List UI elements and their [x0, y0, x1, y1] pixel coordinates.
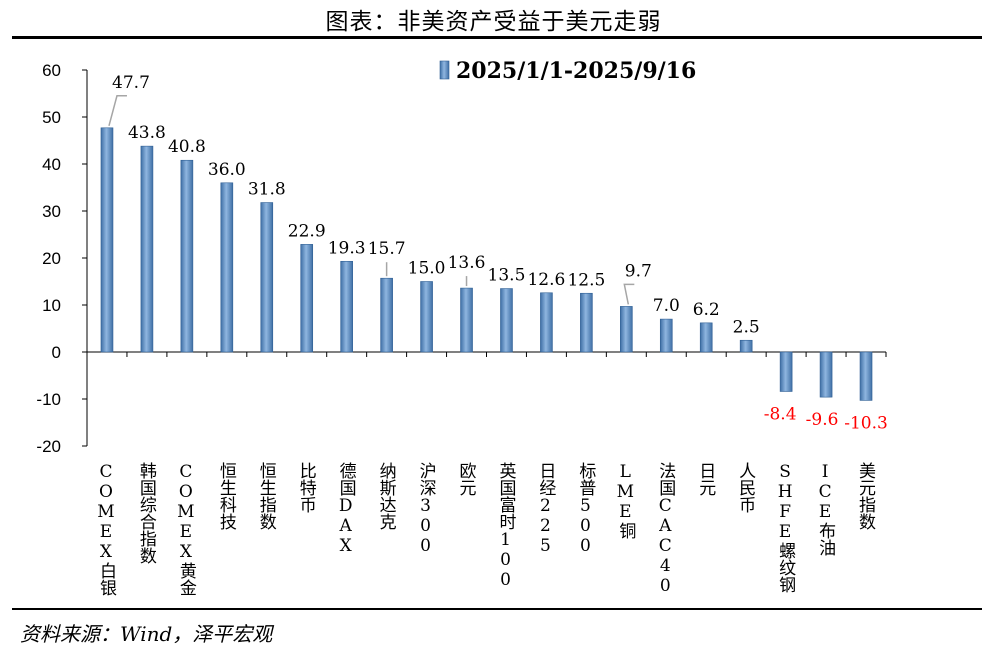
- bar: [460, 287, 473, 353]
- category-label: SHFE螺纹钢: [775, 462, 796, 593]
- bar: [300, 244, 314, 353]
- bar: [580, 292, 593, 353]
- category-label: 法国CAC40: [655, 462, 676, 596]
- bar: [500, 288, 513, 353]
- bar: [739, 339, 753, 353]
- data-label: 19.3: [328, 238, 366, 258]
- category-label: COMEX白银: [96, 462, 117, 596]
- source-note: 资料来源：Wind，泽平宏观: [20, 622, 273, 646]
- y-tick-label: 10: [42, 296, 61, 315]
- category-label: 比特币: [296, 462, 317, 513]
- data-label: 13.6: [448, 253, 486, 273]
- category-label: LME铜: [615, 462, 636, 540]
- data-label: 6.2: [693, 300, 720, 320]
- data-label: 9.7: [625, 261, 652, 281]
- data-label: -10.3: [844, 413, 888, 433]
- data-label: 22.9: [288, 221, 326, 241]
- category-label: ICE布油: [815, 462, 836, 556]
- category-label: 沪深300: [416, 462, 437, 556]
- data-label: 15.7: [368, 239, 406, 259]
- y-tick-label: -10: [36, 390, 61, 409]
- bar: [180, 159, 194, 353]
- category-label: 德国DAX: [336, 462, 357, 556]
- bar: [380, 277, 393, 353]
- data-label: -9.6: [806, 410, 839, 430]
- data-label: -8.4: [764, 404, 797, 424]
- chart-title: 图表：非美资产受益于美元走弱: [325, 9, 662, 35]
- data-label: 47.7: [112, 73, 150, 93]
- legend-label: 2025/1/1-2025/9/16: [456, 58, 696, 84]
- bar: [699, 322, 713, 353]
- category-label: 美元指数: [855, 462, 876, 530]
- data-label: 15.0: [408, 259, 446, 279]
- data-label: 36.0: [208, 160, 246, 180]
- y-tick-label: -20: [36, 437, 61, 456]
- leader-line: [623, 283, 635, 305]
- category-label: 日经225: [535, 462, 556, 556]
- bar: [819, 351, 833, 398]
- data-label: 13.5: [488, 266, 526, 286]
- bar: [659, 318, 673, 353]
- category-label: 恒生指数: [256, 462, 277, 530]
- bar: [340, 260, 353, 353]
- data-label: 43.8: [128, 123, 166, 143]
- y-tick-label: 50: [42, 108, 61, 127]
- y-tick-label: 0: [52, 343, 61, 362]
- data-label: 31.8: [248, 180, 286, 200]
- category-label: 人民币: [735, 462, 756, 513]
- data-label: 12.5: [567, 270, 605, 290]
- y-tick-label: 20: [42, 249, 61, 268]
- category-label: 纳斯达克: [376, 462, 397, 530]
- y-tick-label: 60: [42, 61, 61, 80]
- bar: [859, 351, 873, 401]
- category-label: 恒生科技: [216, 462, 237, 531]
- bar: [779, 351, 793, 392]
- data-label: 7.0: [653, 296, 680, 316]
- title-rule: [12, 36, 982, 39]
- bar: [540, 292, 553, 353]
- y-tick-label: 40: [42, 155, 61, 174]
- bar: [620, 306, 633, 353]
- category-label: COMEX黄金: [176, 462, 197, 596]
- data-label: 40.8: [168, 137, 206, 157]
- leader-line: [108, 95, 127, 127]
- y-tick-label: 30: [42, 202, 61, 221]
- category-label: 日元: [695, 462, 716, 496]
- footer-rule: [12, 608, 982, 610]
- bar: [100, 127, 114, 353]
- bar: [420, 281, 433, 353]
- data-label: 2.5: [733, 317, 760, 337]
- legend-swatch: [439, 60, 450, 80]
- bar: [260, 202, 274, 353]
- category-label: 欧元: [456, 462, 477, 496]
- bar: [220, 182, 234, 353]
- category-label: 英国富时100: [495, 462, 515, 590]
- category-label: 韩国综合指数: [136, 462, 157, 564]
- bar: [140, 145, 154, 353]
- category-label: 标普500: [575, 462, 596, 556]
- data-label: 12.6: [527, 270, 565, 290]
